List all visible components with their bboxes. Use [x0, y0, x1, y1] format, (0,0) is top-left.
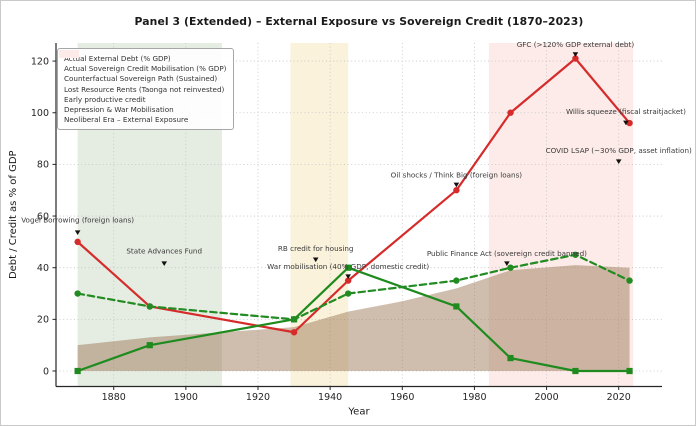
legend-item-neoliberal-era-external-exposure: Neoliberal Era – External Exposure	[59, 50, 226, 125]
legend-item-actual-sovereign-credit-mobilisation-gdp: Actual Sovereign Credit Mobilisation (% …	[59, 51, 227, 73]
legend-label: Actual Sovereign Credit Mobilisation (% …	[64, 63, 227, 73]
chart-title: Panel 3 (Extended) – External Exposure v…	[134, 15, 584, 28]
legend-item-lost-resource-rents-taonga-not-reinvested: Lost Resource Rents (Taonga not reinvest…	[59, 50, 226, 94]
data-point-counterfactual-sovereign-path-sustained	[290, 316, 298, 323]
data-point-counterfactual-sovereign-path-sustained	[453, 277, 460, 284]
data-point-counterfactual-sovereign-path-sustained	[344, 290, 352, 297]
x-tick-label: 1900	[174, 392, 198, 403]
y-tick-label: 60	[37, 211, 49, 222]
data-point-actual-sovereign-credit-mobilisation-gdp	[572, 367, 579, 375]
annotation-arrow-covid-lsap-30-gdp-asset-inflation	[615, 159, 622, 165]
legend-item-counterfactual-sovereign-path-sustained: Counterfactual Sovereign Path (Sustained…	[59, 51, 226, 84]
annotation-arrow-public-finance-act-sovereign-credit-banned	[504, 261, 510, 267]
era-span-depression-war-mobilisation	[290, 43, 349, 387]
annotation-arrow-willis-squeeze-fiscal-straitjacket	[623, 120, 629, 126]
annotation-covid-lsap-30-gdp-asset-inflation: COVID LSAP (~30% GDP, asset inflation)	[546, 146, 692, 155]
legend-patch-swatch	[59, 50, 79, 58]
data-point-actual-external-debt-gdp	[344, 277, 352, 284]
data-point-actual-sovereign-credit-mobilisation-gdp	[345, 264, 352, 271]
data-point-actual-external-debt-gdp	[507, 109, 514, 116]
annotation-arrow-oil-shocks-think-big-foreign-loans	[453, 182, 460, 188]
series-line-counterfactual-sovereign-path-sustained	[76, 253, 631, 321]
legend-item-depression-war-mobilisation: Depression & War Mobilisation	[59, 50, 226, 115]
x-tick-label: 1980	[462, 392, 486, 403]
annotation-arrow-vogel-borrowing-foreign-loans	[74, 230, 81, 236]
data-point-counterfactual-sovereign-path-sustained	[146, 303, 153, 310]
data-point-counterfactual-sovereign-path-sustained	[74, 290, 81, 297]
data-point-actual-external-debt-gdp	[74, 238, 81, 246]
y-tick-label: 120	[31, 56, 49, 67]
data-point-counterfactual-sovereign-path-sustained	[626, 277, 633, 284]
data-point-actual-external-debt-gdp	[572, 55, 579, 62]
y-tick-label: 0	[43, 366, 49, 377]
legend-label: Lost Resource Rents (Taonga not reinvest…	[64, 84, 225, 94]
annotation-war-mobilisation-40-gdp-domestic-credit: War mobilisation (40% GDP, domestic cred…	[267, 262, 429, 271]
annotation-willis-squeeze-fiscal-straitjacket: Willis squeeze (fiscal straitjacket)	[566, 107, 686, 116]
x-tick-label: 1920	[246, 392, 270, 403]
data-point-actual-sovereign-credit-mobilisation-gdp	[74, 367, 81, 375]
data-point-actual-sovereign-credit-mobilisation-gdp	[453, 303, 460, 310]
data-point-actual-sovereign-credit-mobilisation-gdp	[507, 354, 514, 362]
x-axis-label: Year	[347, 407, 370, 418]
annotation-arrow-rb-credit-for-housing	[312, 257, 319, 263]
legend-label: Counterfactual Sovereign Path (Sustained…	[64, 74, 218, 84]
legend-label: Actual External Debt (% GDP)	[64, 53, 171, 63]
legend-item-actual-external-debt-gdp: Actual External Debt (% GDP)	[59, 51, 226, 63]
data-point-actual-sovereign-credit-mobilisation-gdp	[626, 367, 633, 375]
legend-item-early-productive-credit: Early productive credit	[59, 50, 226, 104]
y-axis-label: Debt / Credit as % of GDP	[8, 150, 19, 279]
y-tick-label: 40	[37, 263, 49, 274]
annotation-arrow-war-mobilisation-40-gdp-domestic-credit	[345, 274, 351, 279]
series-line-actual-external-debt-gdp	[76, 57, 631, 334]
legend-label: Neoliberal Era – External Exposure	[64, 115, 189, 125]
area-lost-resource-rents-taonga-not-reinvested	[77, 265, 630, 372]
data-point-counterfactual-sovereign-path-sustained	[572, 251, 579, 258]
data-point-actual-external-debt-gdp	[453, 187, 460, 194]
annotation-rb-credit-for-housing: RB credit for housing	[278, 244, 354, 253]
annotation-arrow-gfc-120-gdp-external-debt	[572, 52, 579, 57]
y-tick-label: 20	[37, 315, 49, 326]
y-tick-label: 100	[31, 108, 49, 119]
annotation-oil-shocks-think-big-foreign-loans: Oil shocks / Think Big (foreign loans)	[391, 170, 523, 179]
y-tick-label: 80	[37, 160, 49, 171]
x-tick-label: 2000	[534, 392, 558, 403]
x-tick-label: 1880	[102, 392, 126, 403]
data-point-actual-external-debt-gdp	[290, 329, 298, 336]
annotation-gfc-120-gdp-external-debt: GFC (>120% GDP external debt)	[517, 40, 635, 49]
data-point-actual-sovereign-credit-mobilisation-gdp	[146, 342, 153, 349]
x-tick-label: 1940	[318, 392, 342, 403]
annotation-arrow-state-advances-fund	[161, 261, 168, 267]
legend-label: Early productive credit	[64, 94, 146, 104]
data-point-counterfactual-sovereign-path-sustained	[507, 264, 514, 271]
legend-box: Actual External Debt (% GDP) Actual Sover…	[57, 48, 235, 131]
x-tick-label: 1960	[390, 392, 414, 403]
annotation-state-advances-fund: State Advances Fund	[126, 246, 202, 255]
legend-label: Depression & War Mobilisation	[64, 105, 174, 115]
annotation-public-finance-act-sovereign-credit-banned: Public Finance Act (sovereign credit ban…	[427, 249, 587, 258]
x-tick-label: 2020	[607, 392, 631, 403]
annotation-vogel-borrowing-foreign-loans: Vogel Borrowing (foreign loans)	[21, 215, 134, 224]
